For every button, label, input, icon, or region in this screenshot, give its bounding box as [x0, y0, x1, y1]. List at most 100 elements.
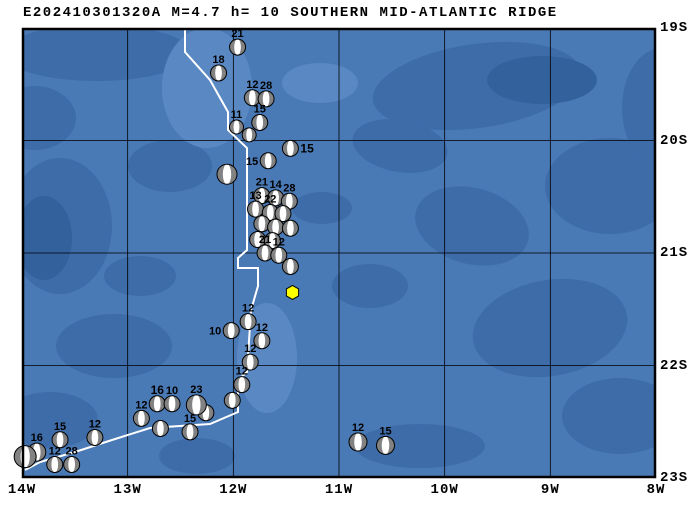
compression-quadrant — [376, 436, 386, 455]
focal-mechanism-event: 28 — [257, 80, 275, 108]
bathymetry-contour — [22, 28, 192, 81]
beachball-outline — [281, 139, 299, 157]
beachball-outline — [229, 119, 245, 135]
focal-mechanism-event: 21 — [229, 28, 247, 56]
compression-quadrant — [141, 410, 150, 427]
focal-mechanism-event: 15 — [281, 139, 314, 157]
focal-mechanism-event: 10 — [209, 322, 240, 340]
compression-quadrant — [237, 39, 246, 56]
beachball-outline — [222, 322, 240, 340]
focal-mechanism-event: 12 — [270, 236, 288, 264]
focal-mechanism-event: 16 — [148, 383, 166, 413]
focal-mechanism-event: 11 — [229, 109, 245, 135]
focal-mechanism-event — [281, 219, 299, 237]
highlighted-event-marker — [285, 284, 300, 300]
beachball-outline — [263, 232, 281, 250]
focal-mechanism-event — [216, 163, 238, 185]
bathymetry-contour — [545, 138, 656, 234]
focal-mechanism-event: 12 — [233, 366, 251, 394]
focal-mechanism-event: 15 — [181, 413, 199, 441]
compression-quadrant — [186, 394, 197, 415]
compression-quadrant — [270, 247, 279, 264]
compression-quadrant — [258, 90, 267, 107]
event-depth-label: 15 — [254, 104, 266, 116]
beachball-outline — [241, 127, 257, 143]
event-depth-label: 28 — [260, 80, 272, 92]
lon-tick-label: 11W — [324, 482, 354, 498]
compression-quadrant — [240, 313, 249, 330]
focal-mechanism-event: 12 — [253, 322, 271, 350]
event-depth-label: 16 — [151, 383, 165, 397]
compression-quadrant — [249, 231, 258, 248]
compression-quadrant — [275, 219, 284, 236]
compression-quadrant — [236, 120, 244, 134]
compression-quadrant — [94, 429, 103, 446]
compression-quadrant — [290, 220, 299, 237]
focal-mechanism-event — [223, 391, 241, 409]
event-depth-label: 15 — [300, 141, 314, 155]
compression-quadrant — [267, 189, 276, 206]
compression-quadrant — [224, 392, 233, 409]
compression-quadrant — [290, 140, 299, 157]
beachball-outline — [163, 395, 181, 413]
bathymetry-contour — [237, 303, 297, 413]
compression-quadrant — [232, 392, 241, 409]
compression-quadrant — [259, 114, 268, 131]
focal-mechanism-event — [267, 218, 285, 236]
event-depth-label: 12 — [135, 399, 147, 411]
event-depth-label: 11 — [231, 109, 243, 121]
beachball-outline — [281, 219, 299, 237]
focal-mechanism-event: 12 — [239, 303, 257, 331]
compression-quadrant — [14, 445, 26, 468]
compression-quadrant — [164, 395, 173, 412]
event-depth-label: 12 — [242, 303, 254, 315]
compression-quadrant — [231, 322, 240, 339]
compression-quadrant — [257, 231, 266, 248]
focal-mechanism-event: 15 — [251, 104, 269, 131]
compression-quadrant — [157, 395, 166, 412]
beachball-outline — [257, 90, 275, 108]
compression-quadrant — [250, 354, 259, 371]
beachball-outline — [251, 114, 269, 131]
compression-quadrant — [278, 247, 287, 264]
event-depth-label: 28 — [283, 182, 295, 194]
beachball-outline — [86, 429, 104, 446]
compression-quadrant — [196, 394, 207, 415]
bathymetry-contour — [22, 392, 98, 448]
focal-mechanism-event: 28 — [280, 182, 298, 210]
event-depth-label: 21 — [231, 28, 243, 40]
compression-quadrant — [267, 219, 276, 236]
bathymetry-contour — [104, 256, 176, 296]
event-depth-label: 12 — [352, 422, 364, 434]
focal-mechanism-event: 12 — [46, 446, 64, 473]
map-frame — [21, 27, 657, 479]
compression-quadrant — [223, 322, 232, 339]
focal-mechanism-event: 23 — [185, 384, 207, 416]
compression-quadrant — [358, 433, 368, 451]
compression-quadrant — [251, 114, 260, 131]
compression-quadrant — [248, 313, 257, 330]
compression-quadrant — [63, 456, 72, 473]
bathymetry-contour — [282, 63, 358, 103]
beachball-outline — [63, 456, 81, 473]
compression-quadrant — [244, 89, 253, 106]
compression-quadrant — [255, 201, 264, 218]
focal-mechanism-event: 12 — [348, 422, 368, 452]
lat-tick-label: 19S — [660, 20, 689, 36]
bathymetry-contour — [22, 196, 72, 280]
compression-quadrant — [242, 127, 250, 142]
beachball-outline — [151, 420, 169, 437]
compression-quadrant — [36, 443, 46, 462]
event-depth-label: 22 — [264, 194, 276, 206]
bathymetry-contour — [56, 314, 172, 378]
compression-quadrant — [272, 232, 281, 249]
beachball-outline — [241, 353, 259, 371]
beachball-outline — [375, 435, 395, 455]
compression-quadrant — [274, 205, 283, 222]
compression-quadrant — [290, 258, 299, 275]
focal-mechanism-event: 13 — [247, 190, 265, 218]
bathymetry-contour — [162, 28, 252, 148]
focal-mechanism-event — [281, 258, 299, 275]
compression-quadrant — [60, 431, 69, 448]
event-depth-label: 14 — [269, 179, 282, 191]
